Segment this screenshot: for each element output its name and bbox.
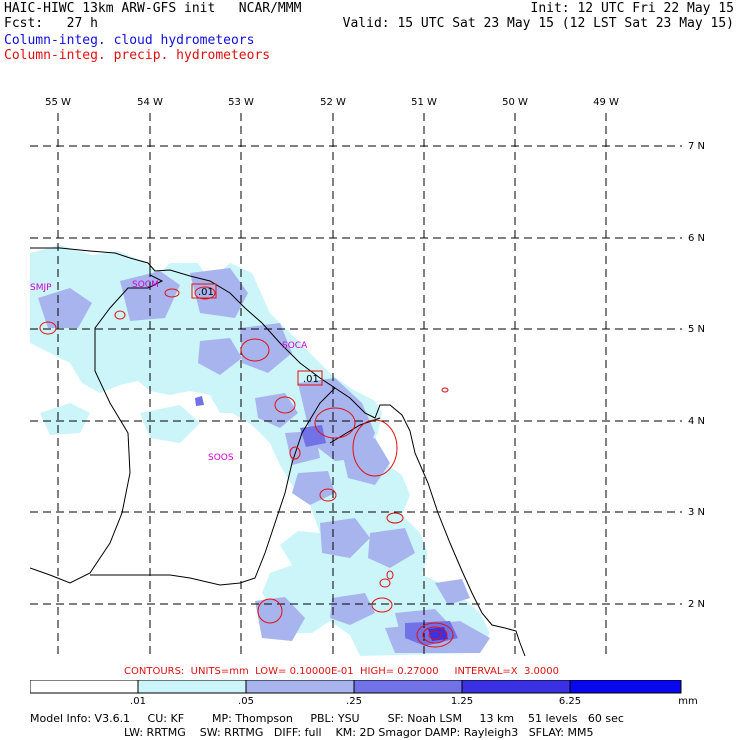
lat-label: 3 N — [688, 507, 706, 518]
lon-label: 55 W — [45, 97, 71, 108]
lon-label: 54 W — [137, 97, 163, 108]
colorbar-label: .01 — [130, 696, 146, 707]
lon-label: 49 W — [593, 97, 619, 108]
contour-label: .01 — [198, 287, 214, 298]
map-title: HAIC-HIWC 13km ARW-GFS init NCAR/MMM — [4, 1, 302, 16]
lat-label: 7 N — [688, 141, 706, 152]
lon-label: 51 W — [411, 97, 437, 108]
cloud-shading-light — [30, 245, 490, 656]
map-panel: .01 .01 — [30, 113, 682, 656]
lat-label: 2 N — [688, 599, 706, 610]
colorbar-units: mm — [678, 696, 698, 707]
init-time: Init: 12 UTC Fri 22 May 15 — [530, 1, 735, 16]
cloud-shading-intense — [428, 627, 448, 641]
precip-field-label: Column-integ. precip. hydrometeors — [4, 48, 271, 63]
colorbar-label: 1.25 — [450, 696, 474, 707]
station-label: SOOS — [208, 453, 234, 463]
forecast-hour: Fcst: 27 h — [4, 16, 98, 31]
colorbar — [30, 680, 682, 694]
precip-contours — [39, 283, 454, 648]
colorbar-label: .25 — [346, 696, 362, 707]
lon-label: 50 W — [502, 97, 528, 108]
lon-label: 52 W — [320, 97, 346, 108]
contour-label: .01 — [303, 374, 319, 385]
lat-label: 6 N — [688, 233, 706, 244]
colorbar-label: .05 — [238, 696, 254, 707]
model-info-line2: LW: RRTMG SW: RRTMG DIFF: full KM: 2D Sm… — [124, 726, 594, 739]
lat-lon-grid — [30, 113, 682, 656]
valid-time: Valid: 15 UTC Sat 23 May 15 (12 LST Sat … — [342, 16, 734, 31]
colorbar-label: 6.25 — [558, 696, 582, 707]
model-info-line1: Model Info: V3.6.1 CU: KF MP: Thompson P… — [30, 712, 624, 725]
station-label: SMJP — [30, 283, 52, 293]
station-label: SOCM — [132, 280, 159, 290]
station-label: SOCA — [282, 341, 308, 351]
contour-info: CONTOURS: UNITS=mm LOW= 0.10000E-01 HIGH… — [124, 666, 559, 677]
lat-label: 4 N — [688, 416, 706, 427]
lon-label: 53 W — [228, 97, 254, 108]
lat-label: 5 N — [688, 324, 706, 335]
cloud-field-label: Column-integ. cloud hydrometeors — [4, 33, 255, 48]
